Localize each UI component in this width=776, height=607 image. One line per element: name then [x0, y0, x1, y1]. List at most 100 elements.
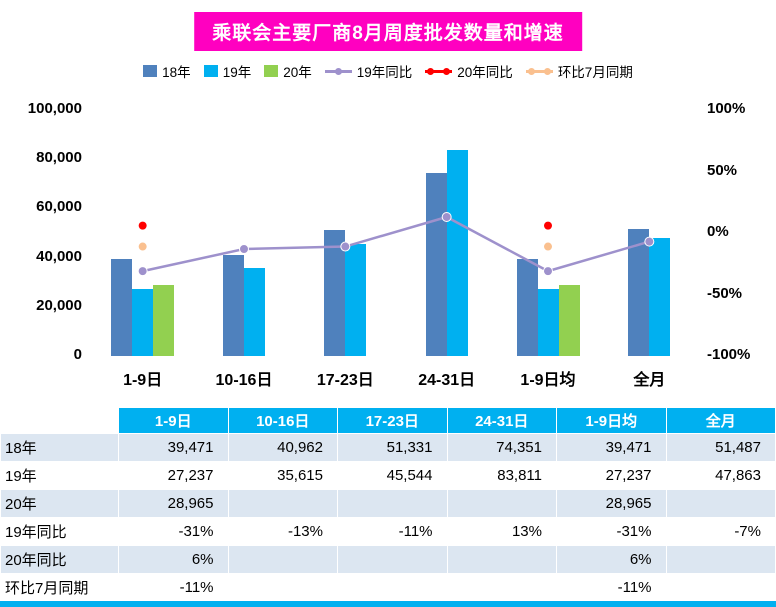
y-axis-tick-label: 80,000 — [36, 149, 82, 167]
legend-swatch — [143, 65, 158, 77]
table-cell — [665, 573, 776, 602]
table-cell: 39,471 — [118, 433, 229, 462]
legend-item: 20年 — [264, 61, 312, 81]
line-19年同比 — [142, 215, 650, 273]
table-cell — [665, 545, 776, 574]
legend-line-dot — [527, 67, 535, 75]
table-cell: -11% — [118, 573, 229, 602]
bar-19年 — [446, 149, 468, 356]
legend-line-marker — [425, 65, 453, 78]
legend-label: 20年 — [283, 65, 312, 80]
bar-19年 — [244, 268, 265, 356]
table-cell: 28,965 — [118, 489, 229, 518]
legend-item: 18年 — [143, 61, 191, 81]
table-cell: 83,811 — [446, 461, 557, 490]
legend-swatch — [264, 65, 279, 77]
table-cell — [337, 489, 448, 518]
table-row: 18年 39,471 40,962 51,331 74,351 39,471 51,487 — [0, 433, 776, 462]
table-row: 19年 27,237 35,615 45,544 83,811 27,237 47,863 — [0, 461, 776, 490]
table-row: 20年同比 6% 6% — [0, 545, 776, 574]
legend-line-stroke — [425, 70, 453, 73]
x-axis-label: 24-31日 — [418, 372, 476, 389]
table-row-label: 20年 — [0, 489, 119, 518]
legend-item: 环比7月同期 — [525, 61, 633, 81]
table-cell — [227, 545, 338, 574]
legend-label: 环比7月同期 — [557, 65, 633, 80]
marker-20年同比 — [543, 220, 553, 231]
legend-line-marker — [324, 65, 352, 78]
legend-item: 19年同比 — [324, 61, 413, 81]
table-cell: 51,487 — [665, 433, 776, 462]
marker-环比7月同期 — [137, 241, 148, 252]
table-cell: -11% — [337, 517, 448, 546]
table-row-label: 19年同比 — [0, 517, 119, 546]
table-cell: -7% — [665, 517, 776, 546]
table-cell: 6% — [556, 545, 667, 574]
legend-item: 19年 — [203, 61, 251, 81]
y-axis-tick-label: 100,000 — [27, 100, 82, 117]
marker-19年同比 — [543, 266, 553, 277]
table-header-cell: 全月 — [665, 407, 776, 434]
table-row-label: 环比7月同期 — [0, 573, 119, 602]
y-axis-tick-label: 60,000 — [36, 198, 82, 216]
table-cell — [446, 573, 557, 602]
table-cell: -13% — [227, 517, 338, 546]
table-cell: 39,471 — [556, 433, 667, 462]
table-header-cell: 24-31日 — [446, 407, 557, 434]
table-cell — [665, 489, 776, 518]
table-cell: 47,863 — [665, 461, 776, 490]
table-header-cell: 1-9日 — [118, 407, 229, 434]
table-cell: -31% — [118, 517, 229, 546]
table-row-label: 20年同比 — [0, 545, 119, 574]
y-axis-tick-label: 0 — [73, 346, 82, 363]
marker-20年同比 — [137, 220, 148, 231]
bar-18年 — [324, 229, 346, 356]
legend-line-stroke — [525, 70, 553, 73]
table-cell — [337, 545, 448, 574]
table-cell: 27,237 — [118, 461, 229, 490]
y2-axis-tick-label: 0% — [707, 223, 729, 240]
table-header-cell: 17-23日 — [337, 407, 448, 434]
x-axis-label: 10-16日 — [215, 372, 273, 389]
table-header-cell: 1-9日均 — [556, 407, 667, 434]
legend-label: 19年同比 — [356, 65, 413, 80]
table-cell: 13% — [446, 517, 557, 546]
chart-title: 乘联会主要厂商8月周度批发数量和增速 — [194, 12, 582, 51]
bar-20年 — [558, 284, 580, 356]
x-axis-label: 1-9日 — [123, 372, 163, 389]
table-cell: 27,237 — [556, 461, 667, 490]
bar-18年 — [628, 229, 650, 356]
legend-label: 18年 — [162, 65, 191, 80]
bar-19年 — [649, 238, 671, 356]
legend-line-dot — [427, 67, 435, 75]
table-cell: 6% — [118, 545, 229, 574]
y2-axis-tick-label: 100% — [707, 100, 746, 117]
table-cell — [337, 573, 448, 602]
x-axis-label: 1-9日均 — [520, 372, 576, 389]
bar-19年 — [537, 288, 559, 356]
y-axis-tick-label: 40,000 — [36, 247, 82, 265]
bar-19年 — [345, 243, 367, 356]
table-cell: -31% — [556, 517, 667, 546]
table-row: 环比7月同期 -11% -11% — [0, 573, 776, 602]
x-axis-label: 17-23日 — [316, 372, 374, 389]
y2-axis-tick-label: 50% — [707, 161, 738, 179]
marker-环比7月同期 — [543, 241, 553, 252]
legend-line-dot — [443, 67, 451, 75]
y2-axis-tick-label: -50% — [707, 284, 743, 302]
marker-19年同比 — [239, 243, 249, 254]
bar-18年 — [111, 258, 133, 356]
table-bottom-strip — [0, 601, 776, 607]
table-header-cell: 10-16日 — [227, 407, 338, 434]
table-cell: 40,962 — [227, 433, 338, 462]
table-row-label: 19年 — [0, 461, 119, 490]
x-axis-label: 全月 — [633, 372, 666, 389]
legend-swatch — [203, 65, 218, 77]
table-cell: 74,351 — [446, 433, 557, 462]
table-row: 20年 28,965 28,965 — [0, 489, 776, 518]
legend-line-marker — [525, 65, 553, 78]
table-cell — [446, 489, 557, 518]
y-axis-tick-label: 20,000 — [36, 296, 82, 314]
table-cell: 35,615 — [227, 461, 338, 490]
